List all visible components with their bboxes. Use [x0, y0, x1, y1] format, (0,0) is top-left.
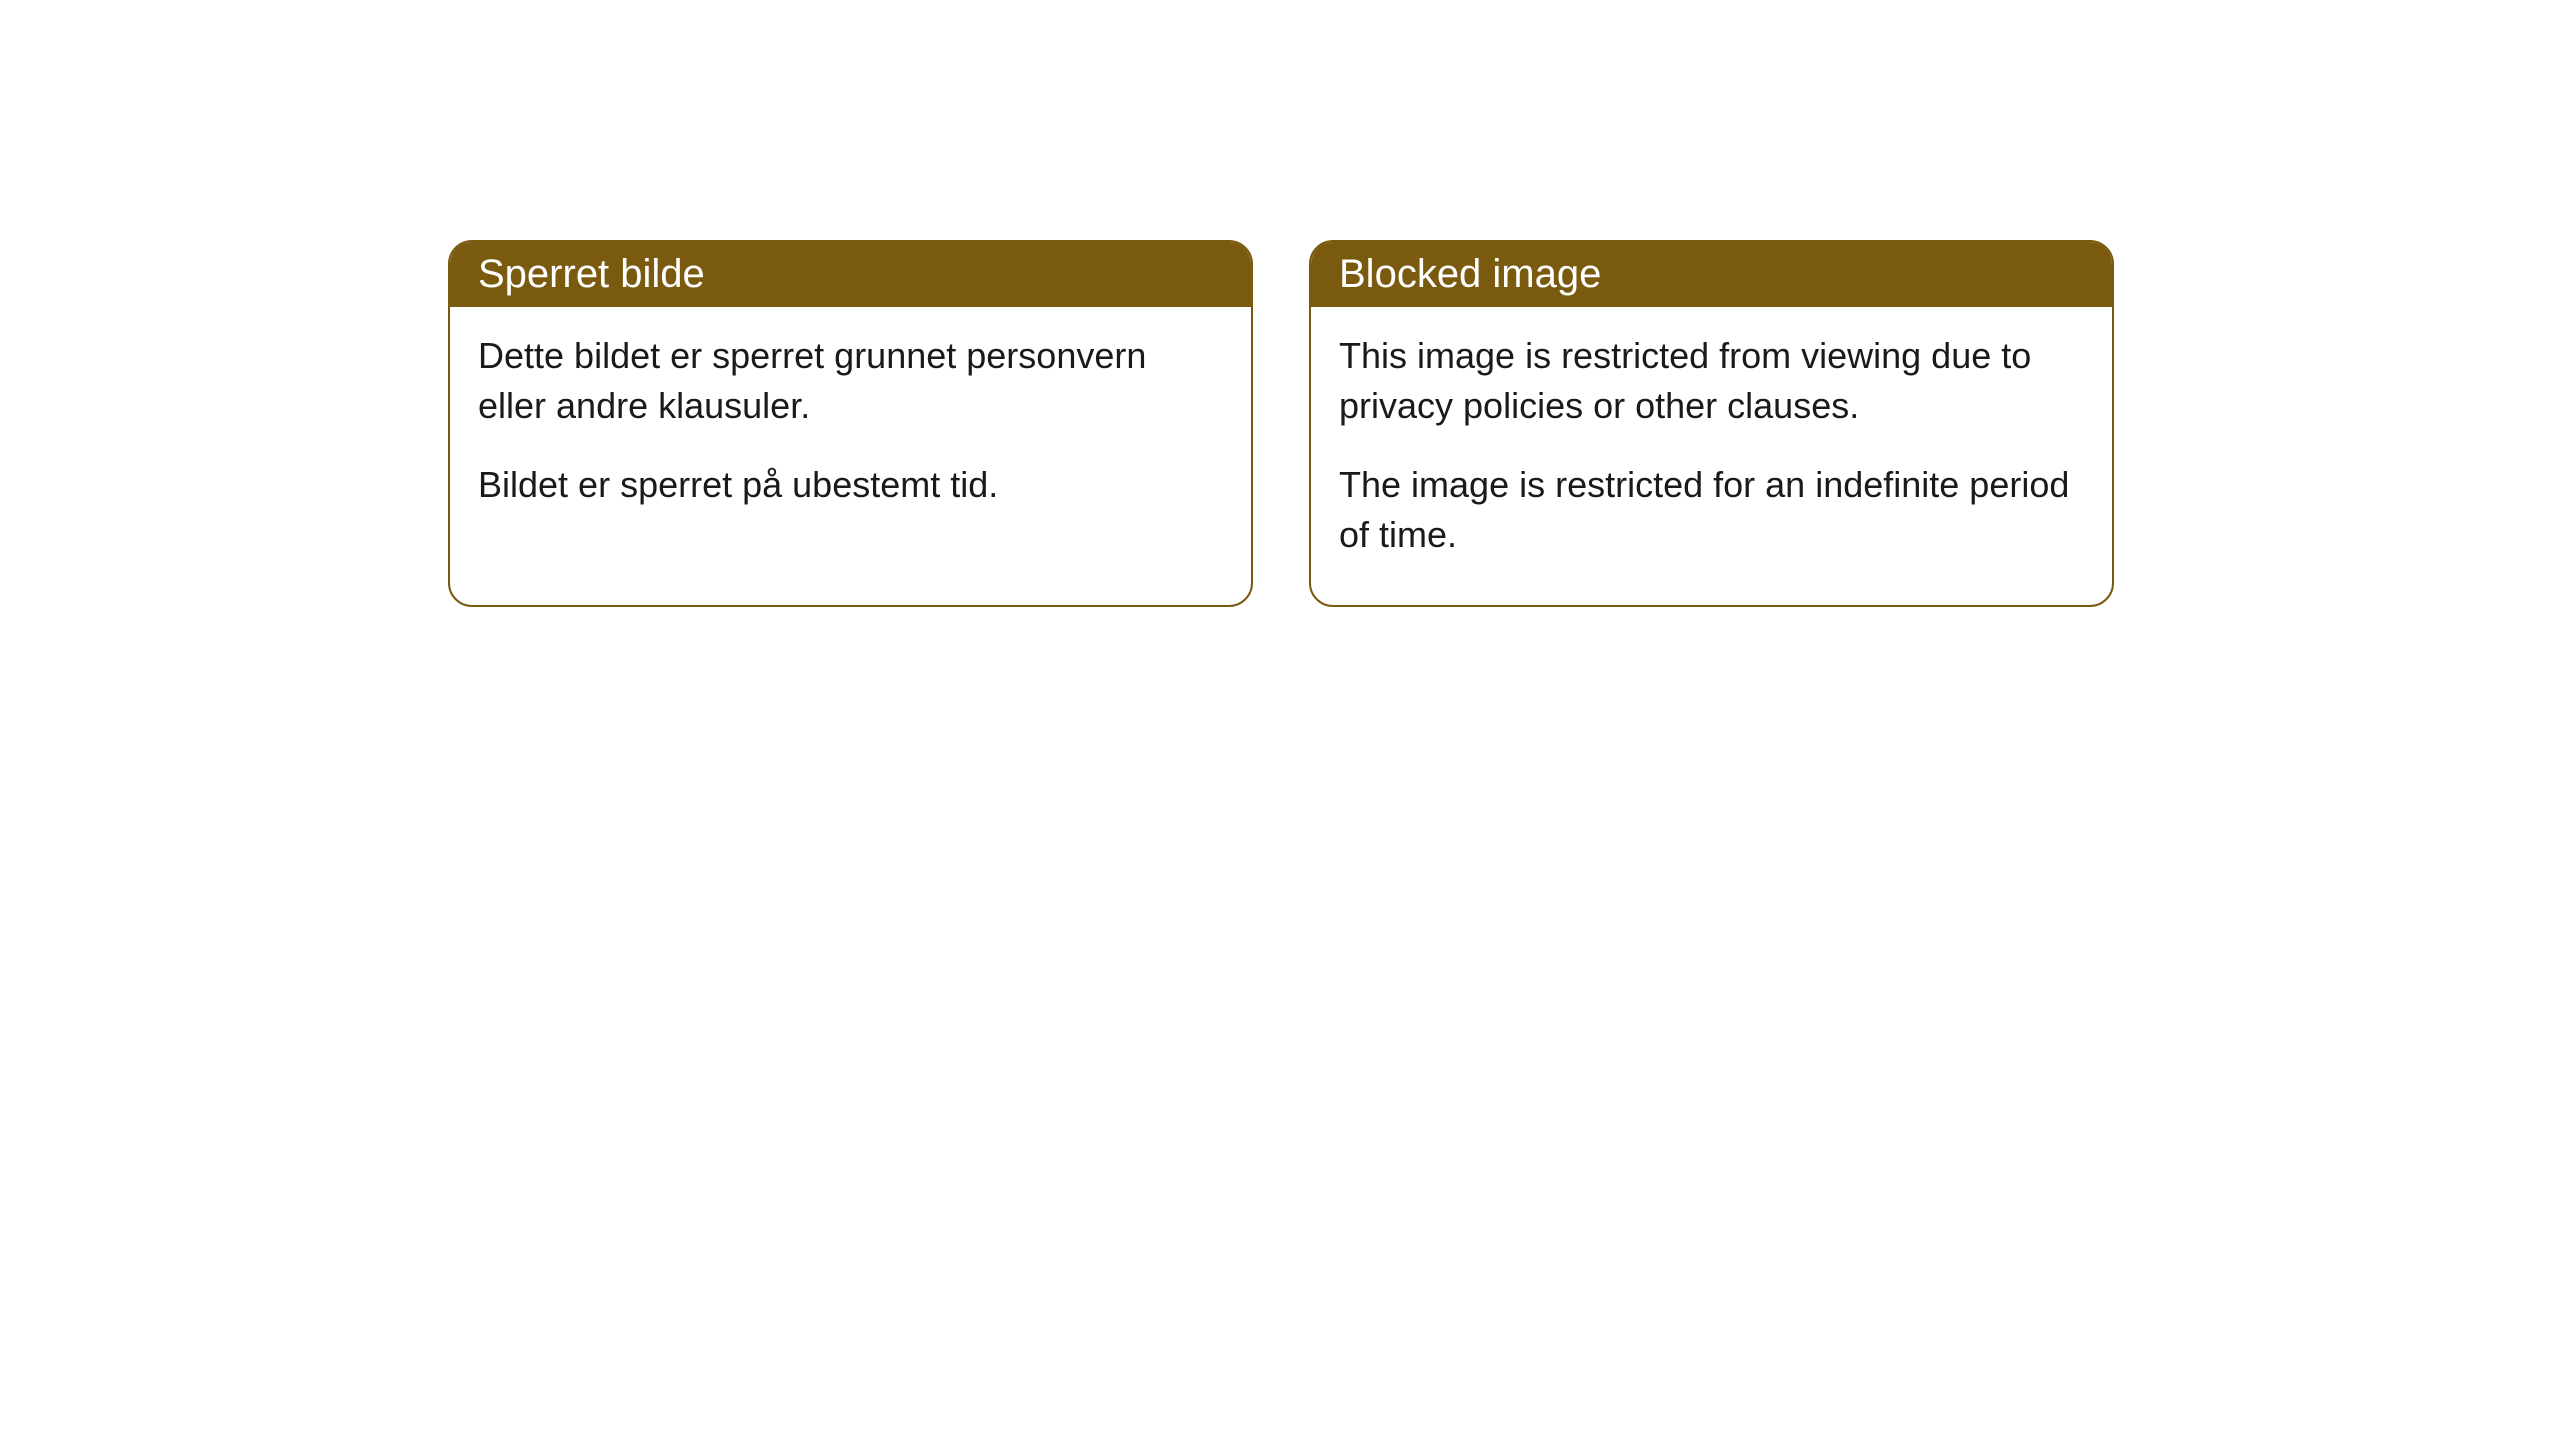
card-body: Dette bildet er sperret grunnet personve…	[450, 307, 1251, 554]
card-paragraph-2: Bildet er sperret på ubestemt tid.	[478, 460, 1223, 510]
card-paragraph-2: The image is restricted for an indefinit…	[1339, 460, 2084, 561]
card-header: Blocked image	[1311, 242, 2112, 307]
card-header: Sperret bilde	[450, 242, 1251, 307]
card-paragraph-1: This image is restricted from viewing du…	[1339, 331, 2084, 432]
blocked-image-card-norwegian: Sperret bilde Dette bildet er sperret gr…	[448, 240, 1253, 607]
card-paragraph-1: Dette bildet er sperret grunnet personve…	[478, 331, 1223, 432]
blocked-image-card-english: Blocked image This image is restricted f…	[1309, 240, 2114, 607]
card-title: Blocked image	[1339, 252, 1601, 296]
card-body: This image is restricted from viewing du…	[1311, 307, 2112, 605]
notice-cards-container: Sperret bilde Dette bildet er sperret gr…	[448, 240, 2114, 607]
card-title: Sperret bilde	[478, 252, 705, 296]
